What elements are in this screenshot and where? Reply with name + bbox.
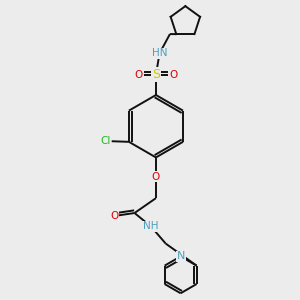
Text: O: O — [152, 172, 160, 182]
Text: O: O — [135, 70, 143, 80]
Text: O: O — [169, 70, 177, 80]
Text: NH: NH — [143, 221, 159, 231]
Text: O: O — [110, 211, 118, 221]
Text: N: N — [176, 251, 185, 261]
Text: HN: HN — [152, 48, 167, 59]
Text: S: S — [152, 68, 160, 81]
Text: Cl: Cl — [100, 136, 110, 146]
